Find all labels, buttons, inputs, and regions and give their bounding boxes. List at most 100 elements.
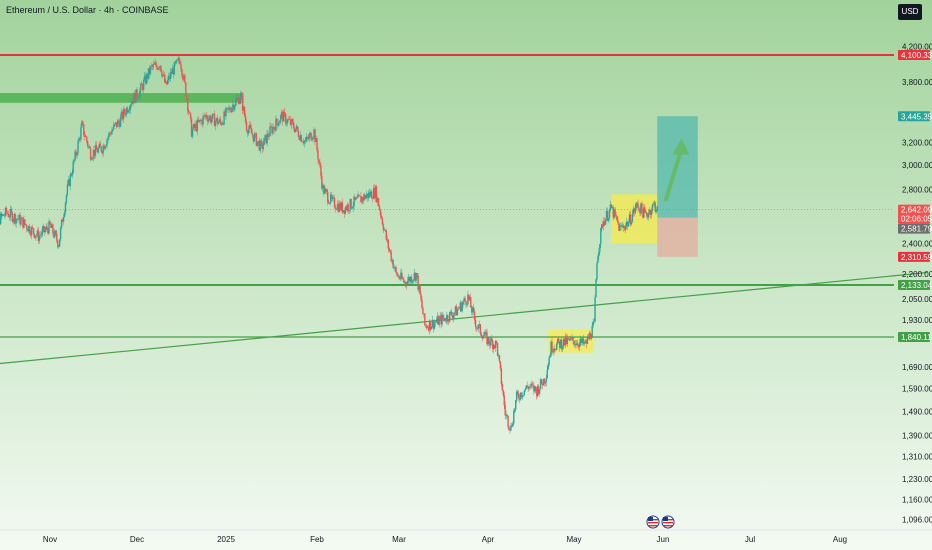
- candle-body: [326, 189, 328, 192]
- candle-body: [336, 203, 339, 210]
- candle-body: [525, 385, 527, 389]
- candle-body: [68, 179, 71, 187]
- candle-body: [227, 107, 229, 110]
- candle-body: [551, 341, 553, 352]
- candle-body: [617, 220, 619, 224]
- candle-body: [122, 109, 125, 120]
- candle-body: [473, 311, 476, 320]
- candle-body: [69, 174, 71, 187]
- price-label: 2,581.79: [898, 223, 932, 234]
- candle-body: [78, 138, 80, 142]
- candle-body: [289, 119, 292, 125]
- candle-body: [615, 214, 617, 217]
- candle-body: [596, 263, 598, 280]
- candle-body: [287, 119, 290, 120]
- candle-body: [509, 428, 511, 431]
- candle-body: [238, 100, 241, 104]
- resistance-zone-zone: [0, 93, 244, 103]
- candle-body: [606, 211, 609, 221]
- x-tick-label: Jun: [657, 535, 670, 544]
- candle-body: [200, 120, 202, 121]
- candle-body: [447, 315, 449, 321]
- candle-body: [140, 83, 142, 91]
- candle-body: [334, 207, 337, 210]
- candle-body: [362, 197, 364, 201]
- candle-body: [565, 336, 568, 344]
- candle-body: [446, 315, 448, 322]
- candle-body: [455, 306, 458, 316]
- candle-body: [503, 395, 505, 406]
- candle-body: [56, 233, 58, 241]
- candle-body: [77, 141, 79, 154]
- candle-body: [14, 214, 16, 224]
- candle-body: [236, 98, 238, 100]
- candle-body: [423, 313, 425, 315]
- candle-body: [458, 308, 460, 309]
- candle-body: [104, 146, 106, 150]
- candle-body: [478, 324, 481, 325]
- candle-body: [170, 71, 173, 74]
- y-axis[interactable]: 4,200.00 3,800.00 3,200.00 3,000.00 2,800.00…: [896, 0, 932, 530]
- candle-body: [558, 341, 561, 348]
- candle-body: [611, 207, 613, 209]
- candle-body: [537, 386, 540, 394]
- x-tick-label: Mar: [392, 535, 406, 544]
- candle-body: [129, 105, 131, 111]
- candle-body: [399, 278, 401, 280]
- candle-body: [394, 267, 396, 269]
- candle-body: [346, 204, 348, 211]
- event-flag-icon[interactable]: [661, 515, 675, 529]
- candle-body: [240, 93, 243, 97]
- candle-body: [592, 322, 594, 326]
- candle-body: [203, 115, 205, 117]
- event-flag-icon[interactable]: [646, 515, 660, 529]
- candle-body: [366, 193, 368, 197]
- candle-body: [164, 74, 166, 83]
- candle-body: [97, 148, 100, 153]
- candle-body: [286, 119, 289, 123]
- candle-body: [90, 159, 93, 160]
- candle-body: [237, 97, 239, 99]
- candle-body: [217, 122, 220, 125]
- candle-body: [67, 179, 70, 185]
- candle-body: [634, 208, 636, 213]
- candle-body: [299, 135, 302, 141]
- candle-body: [81, 121, 83, 128]
- candle-body: [506, 414, 508, 416]
- candle-body: [298, 136, 301, 141]
- candle-body: [51, 224, 53, 228]
- candle-body: [637, 203, 639, 209]
- candle-body: [149, 66, 152, 75]
- candle-body: [574, 343, 576, 345]
- candle-body: [646, 212, 648, 216]
- candle-body: [339, 203, 342, 210]
- candle-body: [36, 230, 39, 236]
- candle-body: [543, 378, 546, 384]
- candle-body: [21, 217, 23, 219]
- candle-body: [269, 126, 271, 137]
- y-tick-label: 1,310.00: [902, 453, 932, 462]
- candle-body: [451, 315, 454, 319]
- candle-body: [95, 145, 98, 150]
- chart-title: Ethereum / U.S. Dollar · 4h · COINBASE: [6, 5, 169, 15]
- candle-body: [106, 139, 108, 146]
- candle-body: [495, 340, 498, 343]
- candle-body: [40, 234, 42, 236]
- candle-body: [547, 364, 549, 370]
- candle-body: [421, 299, 423, 308]
- candle-body: [463, 298, 465, 302]
- candle-body: [390, 252, 392, 262]
- svg-text:4,100.33: 4,100.33: [901, 51, 932, 60]
- x-axis[interactable]: Nov Dec 2025 Feb Mar Apr May Jun Jul Aug: [0, 515, 932, 544]
- candle-body: [195, 123, 198, 132]
- trendline[interactable]: [0, 271, 928, 365]
- candle-body: [481, 336, 483, 339]
- currency-button[interactable]: USD: [898, 4, 922, 20]
- candle-body: [333, 197, 336, 208]
- candle-body: [110, 133, 112, 135]
- candle-body: [554, 348, 556, 350]
- candle-body: [602, 224, 604, 227]
- candle-body: [441, 314, 443, 325]
